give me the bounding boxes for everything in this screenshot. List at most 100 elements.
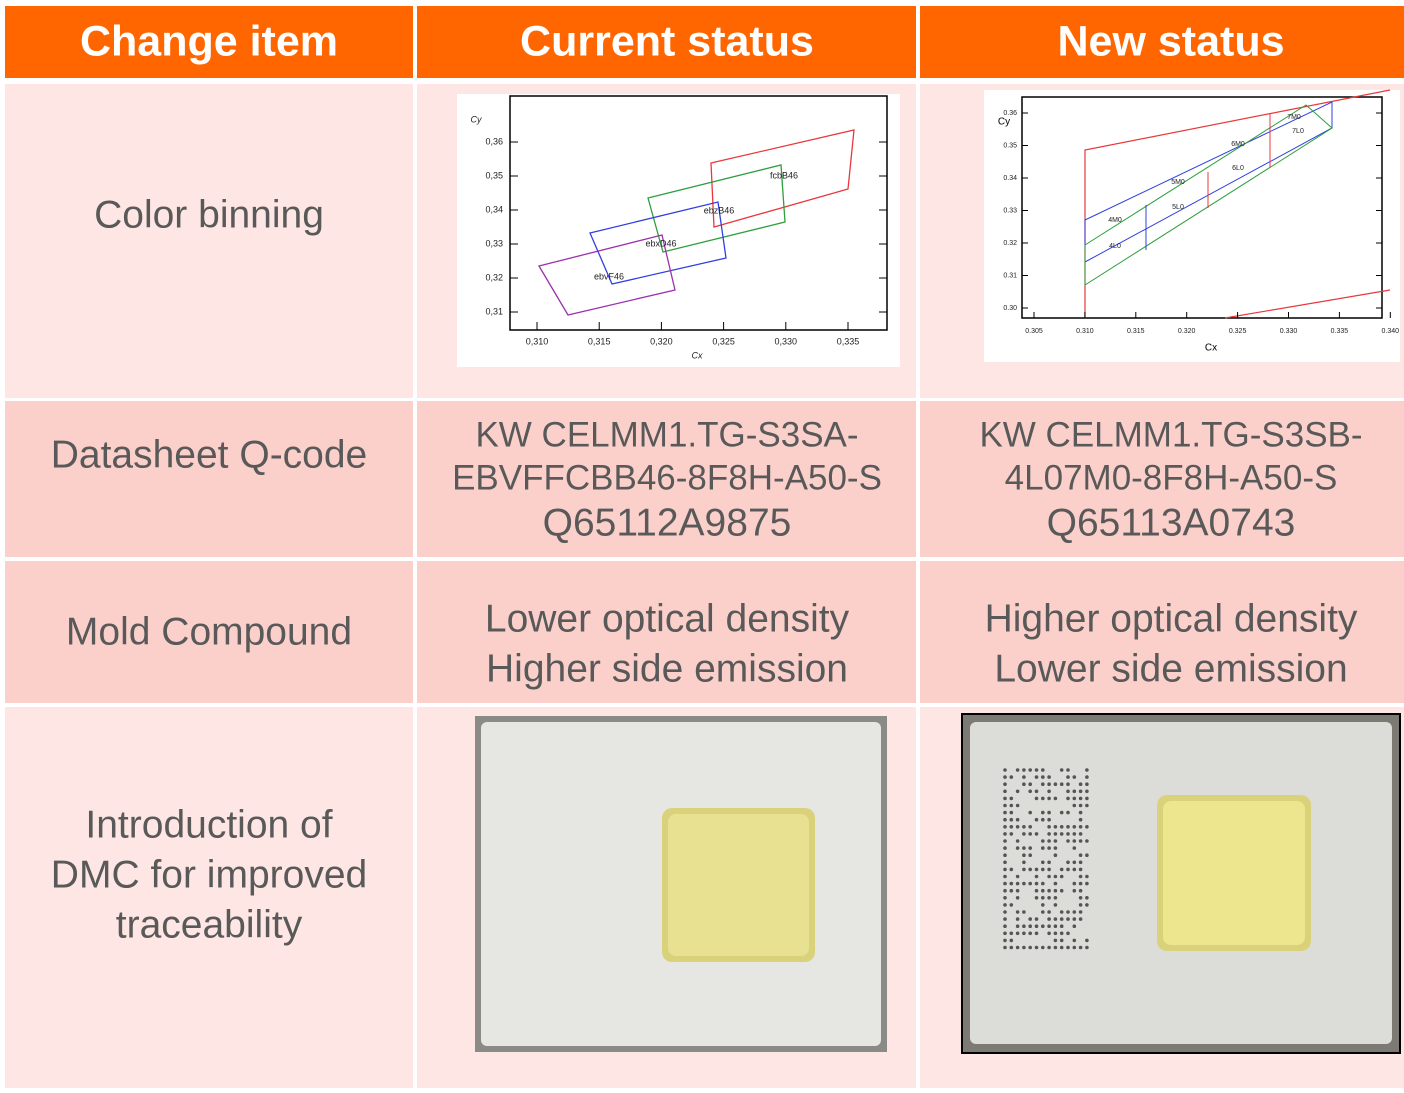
dmc-dot xyxy=(1073,839,1077,843)
dmc-dot xyxy=(1041,811,1045,815)
led-photo-current xyxy=(475,716,887,1052)
dmc-dot xyxy=(1066,839,1070,843)
led-photo-new xyxy=(962,714,1400,1053)
dmc-dot xyxy=(1022,882,1026,886)
dmc-dot xyxy=(1003,790,1007,794)
dmc-dot xyxy=(1085,775,1089,779)
dmc-dot xyxy=(1060,768,1064,772)
dmc-dot xyxy=(1003,811,1007,815)
dmc-dot xyxy=(1016,825,1020,829)
dmc-dot xyxy=(1003,832,1007,836)
dmc-dot xyxy=(1054,797,1058,801)
dmc-dot xyxy=(1054,853,1058,857)
dmc-dot xyxy=(1079,896,1083,900)
dmc-dot xyxy=(1047,832,1051,836)
dmc-dot xyxy=(1073,946,1077,950)
dmc-dot xyxy=(1079,875,1083,879)
axis-label: Cx xyxy=(1205,343,1217,354)
dmc-dot xyxy=(1060,946,1064,950)
dmc-dot xyxy=(1085,946,1089,950)
bin-label: fcbB46 xyxy=(770,170,798,180)
dmc-dot xyxy=(1073,882,1077,886)
dmc-dot xyxy=(1028,782,1032,786)
dmc-dot xyxy=(1035,818,1039,822)
x-tick-label: 0,335 xyxy=(837,336,860,346)
dmc-dot xyxy=(1079,790,1083,794)
dmc-dot xyxy=(1035,868,1039,872)
dmc-dot xyxy=(1054,932,1058,936)
dmc-dot xyxy=(1028,846,1032,850)
dmc-dot xyxy=(1054,889,1058,893)
q-code: 4L07M0-8F8H-A50-S xyxy=(1005,458,1338,497)
row-label: Mold Compound xyxy=(66,610,352,653)
dmc-dot xyxy=(1079,804,1083,808)
dmc-dot xyxy=(1079,868,1083,872)
header-cell: New status xyxy=(1057,17,1284,65)
dmc-dot xyxy=(1054,825,1058,829)
row-label: traceability xyxy=(116,903,303,946)
dmc-dot xyxy=(1060,875,1064,879)
row-label: Introduction of xyxy=(85,803,332,846)
dmc-dot xyxy=(1022,825,1026,829)
dmc-dot xyxy=(1016,790,1020,794)
dmc-dot xyxy=(1066,932,1070,936)
dmc-dot xyxy=(1085,875,1089,879)
dmc-dot xyxy=(1073,832,1077,836)
dmc-dot xyxy=(1079,825,1083,829)
dmc-dot xyxy=(1047,846,1051,850)
header-cell: Current status xyxy=(520,17,814,65)
y-tick-label: 0,33 xyxy=(485,238,503,248)
dmc-dot xyxy=(1054,903,1058,907)
dmc-dot xyxy=(1073,868,1077,872)
dmc-dot xyxy=(1016,946,1020,950)
bin-label: 7M0 xyxy=(1287,114,1301,121)
dmc-dot xyxy=(1003,903,1007,907)
dmc-dot xyxy=(1016,932,1020,936)
y-tick-label: 0.35 xyxy=(1003,142,1017,149)
dmc-dot xyxy=(1073,861,1077,865)
dmc-dot xyxy=(1066,868,1070,872)
dmc-dot xyxy=(1047,946,1051,950)
dmc-dot xyxy=(1054,846,1058,850)
dmc-dot xyxy=(1060,939,1064,943)
dmc-dot xyxy=(1010,946,1014,950)
dmc-dot xyxy=(1073,889,1077,893)
x-tick-label: 0.335 xyxy=(1331,328,1349,335)
dmc-dot xyxy=(1073,939,1077,943)
dmc-dot xyxy=(1003,825,1007,829)
dmc-dot xyxy=(1022,924,1026,928)
dmc-dot xyxy=(1079,861,1083,865)
bin-label: 6M0 xyxy=(1231,141,1245,148)
dmc-dot xyxy=(1079,839,1083,843)
bin-label: ebxD46 xyxy=(645,238,676,248)
dmc-dot xyxy=(1047,924,1051,928)
dmc-dot xyxy=(1085,839,1089,843)
dmc-dot xyxy=(1060,889,1064,893)
dmc-dot xyxy=(1079,910,1083,914)
dmc-dot xyxy=(1047,775,1051,779)
x-tick-label: 0.310 xyxy=(1076,328,1094,335)
dmc-dot xyxy=(1060,868,1064,872)
dmc-dot xyxy=(1041,818,1045,822)
dmc-dot xyxy=(1028,832,1032,836)
dmc-dot xyxy=(1035,946,1039,950)
dmc-dot xyxy=(1047,790,1051,794)
dmc-dot xyxy=(1028,790,1032,794)
dmc-dot xyxy=(1041,768,1045,772)
dmc-dot xyxy=(1041,797,1045,801)
dmc-dot xyxy=(1003,782,1007,786)
y-tick-label: 0.31 xyxy=(1003,272,1017,279)
y-tick-label: 0.36 xyxy=(1003,110,1017,117)
dmc-dot xyxy=(1073,790,1077,794)
dmc-dot xyxy=(1073,924,1077,928)
dmc-dot xyxy=(1041,924,1045,928)
dmc-dot xyxy=(1003,775,1007,779)
dmc-dot xyxy=(1041,782,1045,786)
dmc-dot xyxy=(1054,939,1058,943)
bin-label: 4M0 xyxy=(1108,217,1122,224)
dmc-dot xyxy=(1085,853,1089,857)
row-label: DMC for improved xyxy=(51,853,367,896)
dmc-dot xyxy=(1003,804,1007,808)
bin-label: 7L0 xyxy=(1292,128,1304,135)
